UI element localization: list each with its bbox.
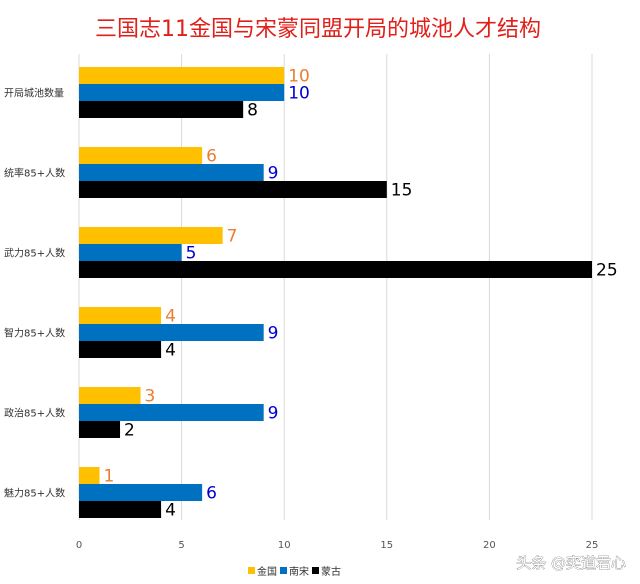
bar-value-label: 9 (268, 324, 279, 344)
bar-value-label: 2 (124, 421, 135, 441)
bars (79, 67, 592, 518)
legend-swatch (280, 567, 287, 574)
bar (79, 181, 387, 198)
bar (79, 484, 203, 501)
bar (79, 164, 264, 181)
bar-value-label: 7 (227, 227, 238, 247)
bar-value-label: 4 (165, 341, 176, 361)
category-label: 开局城池数量 (4, 87, 64, 100)
legend-label: 金国 (257, 565, 277, 578)
bar (79, 101, 244, 118)
category-label: 智力85+人数 (4, 327, 65, 340)
category-label: 武力85+人数 (4, 247, 65, 260)
bar-value-label: 25 (596, 261, 618, 281)
category-axis: 开局城池数量统率85+人数武力85+人数智力85+人数政治85+人数魅力85+人… (4, 87, 65, 500)
bar-value-label: 10 (288, 67, 310, 87)
x-tick-label: 20 (483, 540, 496, 551)
legend-label: 蒙古 (321, 565, 341, 578)
x-tick-label: 25 (586, 540, 599, 551)
bar-value-label: 1 (104, 467, 115, 487)
watermark: 头条 @奕道君心 (516, 554, 626, 573)
legend-label: 南宋 (289, 565, 309, 578)
bar-value-label: 10 (288, 84, 310, 104)
bar-value-label: 9 (268, 404, 279, 424)
bar (79, 404, 264, 421)
value-axis: 0 5 10 15 20 25 (76, 540, 599, 551)
bar (79, 227, 223, 244)
bar-value-label: 15 (391, 181, 413, 201)
bar (79, 67, 285, 84)
category-label: 政治85+人数 (4, 407, 65, 420)
chart-title: 三国志11金国与宋蒙同盟开局的城池人才结构 (95, 17, 541, 42)
bar-value-label: 9 (268, 164, 279, 184)
bar-value-label: 4 (165, 501, 176, 521)
x-tick-label: 10 (278, 540, 291, 551)
bar-value-label: 3 (145, 387, 156, 407)
bar (79, 261, 592, 278)
bar (79, 244, 182, 261)
bar-value-label: 5 (186, 244, 197, 264)
legend-swatch (312, 567, 319, 574)
bar (79, 324, 264, 341)
category-label: 统率85+人数 (4, 167, 65, 180)
x-tick-label: 5 (178, 540, 184, 551)
bar (79, 501, 162, 518)
grid (78, 54, 593, 520)
bar (79, 387, 141, 404)
bar-value-label: 8 (247, 101, 258, 121)
x-tick-label: 15 (380, 540, 393, 551)
bar-value-label: 6 (206, 147, 217, 167)
bar-value-label: 4 (165, 307, 176, 327)
bar (79, 307, 162, 324)
bar (79, 341, 162, 358)
legend: 金国 南宋 蒙古 (248, 565, 341, 578)
bar (79, 421, 121, 438)
category-label: 魅力85+人数 (4, 487, 65, 500)
x-tick-label: 0 (76, 540, 82, 551)
bar (79, 467, 100, 484)
legend-swatch (248, 567, 255, 574)
bar-value-label: 6 (206, 484, 217, 504)
bar (79, 84, 285, 101)
bar (79, 147, 203, 164)
watermark-text: 头条 @奕道君心 (516, 554, 626, 572)
